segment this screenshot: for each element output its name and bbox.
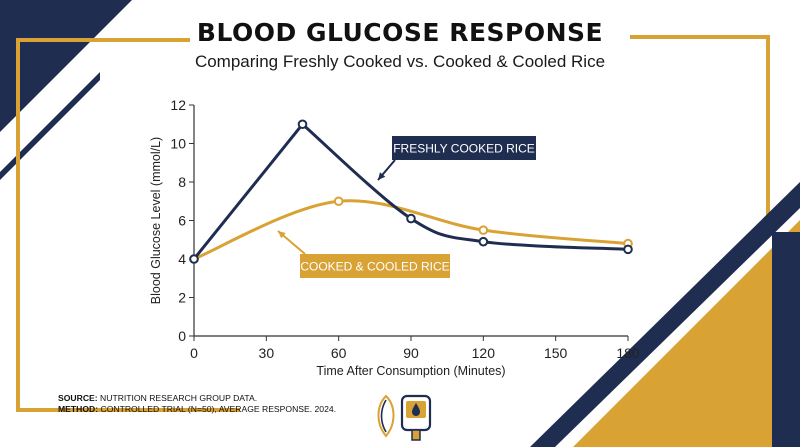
y-axis-title: Blood Glucose Level (mmol/L) (149, 137, 163, 304)
rice-grain-icon (377, 394, 395, 438)
freshly-cooked-label-text: FRESHLY COOKED RICE (393, 142, 535, 156)
cooked-cooled-arrow-head (278, 231, 286, 239)
y-tick-label: 12 (170, 97, 186, 113)
bottom-left-gold-frame (16, 390, 240, 412)
cooked-cooled-line (193, 199, 629, 261)
y-tick-label: 6 (178, 213, 186, 229)
y-tick-label: 2 (178, 290, 186, 306)
freshly-cooked-point (406, 213, 416, 224)
x-tick-label: 150 (544, 345, 568, 361)
freshly-cooked-point (189, 254, 199, 264)
freshly-cooked-point (623, 244, 633, 255)
x-tick-label: 30 (259, 345, 275, 361)
method-text: CONTROLLED TRIAL (N=50), AVERAGE RESPONS… (100, 404, 337, 414)
chart-footer: SOURCE: NUTRITION RESEARCH GROUP DATA. M… (58, 393, 336, 415)
freshly-cooked-arrow-head (378, 172, 386, 180)
x-tick-label: 90 (403, 345, 419, 361)
top-left-gold-frame (16, 38, 190, 390)
freshly-cooked-line (192, 122, 629, 260)
x-tick-label: 60 (331, 345, 347, 361)
freshly-cooked-point (297, 119, 308, 130)
glucose-meter-icon (400, 394, 432, 441)
y-tick-label: 8 (178, 174, 186, 190)
y-tick-label: 10 (170, 136, 186, 152)
cooked-cooled-point (478, 225, 489, 235)
top-left-navy-stripe (0, 72, 100, 180)
bottom-right-navy-stripe (530, 182, 800, 447)
freshly-cooked-label-box (392, 136, 536, 160)
top-left-navy-band (0, 0, 132, 132)
y-tick-label: 0 (178, 328, 186, 344)
bottom-right-gold-band (573, 220, 800, 447)
x-tick-label: 0 (190, 345, 198, 361)
chart-subtitle: Comparing Freshly Cooked vs. Cooked & Co… (194, 52, 606, 71)
method-label: METHOD: (58, 404, 99, 414)
x-tick-label: 180 (616, 345, 640, 361)
y-tick-label: 4 (178, 251, 186, 267)
cooked-cooled-label-box (300, 254, 450, 278)
freshly-cooked-point (478, 236, 489, 247)
cooked-cooled-point (333, 196, 344, 207)
bottom-right-navy-band (772, 232, 800, 447)
source-line: SOURCE: NUTRITION RESEARCH GROUP DATA. (58, 393, 336, 404)
chart-title: BLOOD GLUCOSE RESPONSE (196, 18, 604, 47)
source-label: SOURCE: (58, 393, 98, 403)
method-line: METHOD: CONTROLLED TRIAL (N=50), AVERAGE… (58, 404, 336, 415)
source-text: NUTRITION RESEARCH GROUP DATA. (100, 393, 258, 403)
footer-icons (377, 394, 432, 441)
cooked-cooled-label-text: COOKED & COOLED RICE (300, 260, 449, 274)
top-right-gold-frame (630, 35, 770, 232)
x-tick-label: 120 (472, 345, 496, 361)
x-axis-title: Time After Consumption (Minutes) (316, 364, 505, 378)
